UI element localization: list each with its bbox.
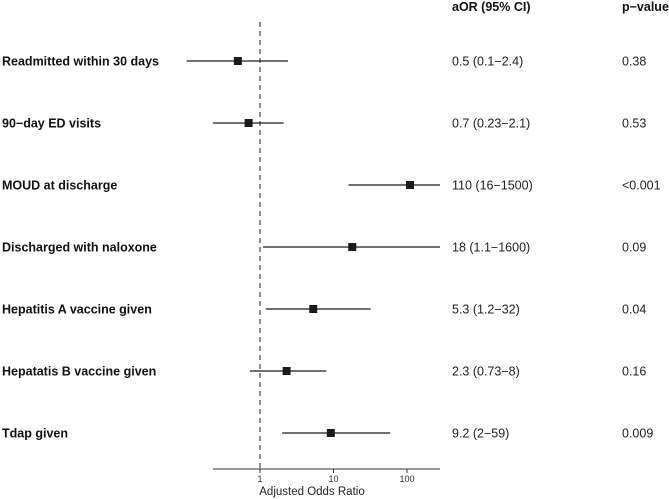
estimate-ci-text: 110 (16−1500) [452, 179, 533, 193]
x-tick-label: 10 [328, 474, 338, 484]
estimate-ci-text: 18 (1.1−1600) [452, 241, 530, 255]
row-label: Hepatitis A vaccine given [2, 303, 152, 317]
forest-rows: Readmitted within 30 days 0.5 (0.1−2.4) 0.… [2, 55, 661, 441]
estimate-ci-text: 2.3 (0.73−8) [452, 365, 520, 379]
estimate-ci-text: 5.3 (1.2−32) [452, 303, 520, 317]
p-value-text: 0.38 [622, 55, 646, 69]
point-estimate-marker [282, 367, 291, 375]
p-value-text: <0.001 [622, 179, 661, 193]
estimate-ci-text: 0.5 (0.1−2.4) [452, 55, 523, 69]
row-label: Tdap given [2, 427, 68, 441]
point-estimate-marker [406, 181, 415, 189]
point-estimate-marker [309, 305, 318, 313]
x-axis-ticks: 1 10 100 [257, 469, 415, 484]
row-label: 90−day ED visits [2, 117, 101, 131]
row-label: Hepatatis B vaccine given [2, 365, 156, 379]
row-label: Readmitted within 30 days [2, 55, 159, 69]
estimate-ci-text: 9.2 (2−59) [452, 427, 509, 441]
point-estimate-marker [233, 57, 242, 65]
point-estimate-marker [326, 429, 335, 437]
row-label: MOUD at discharge [2, 179, 117, 193]
estimate-column-header: aOR (95% CI) [452, 0, 531, 14]
p-value-text: 0.53 [622, 117, 646, 131]
row-label: Discharged with naloxone [2, 241, 157, 255]
x-tick-label: 1 [257, 474, 262, 484]
x-tick-label: 100 [399, 474, 414, 484]
estimate-ci-text: 0.7 (0.23−2.1) [452, 117, 530, 131]
point-estimate-marker [348, 243, 357, 251]
p-value-text: 0.04 [622, 303, 646, 317]
x-axis-title: Adjusted Odds Ratio [259, 486, 364, 498]
p-value-text: 0.09 [622, 241, 646, 255]
p-value-text: 0.009 [622, 427, 653, 441]
point-estimate-marker [244, 119, 253, 127]
p-value-text: 0.16 [622, 365, 646, 379]
pvalue-column-header: p−value [622, 0, 669, 14]
